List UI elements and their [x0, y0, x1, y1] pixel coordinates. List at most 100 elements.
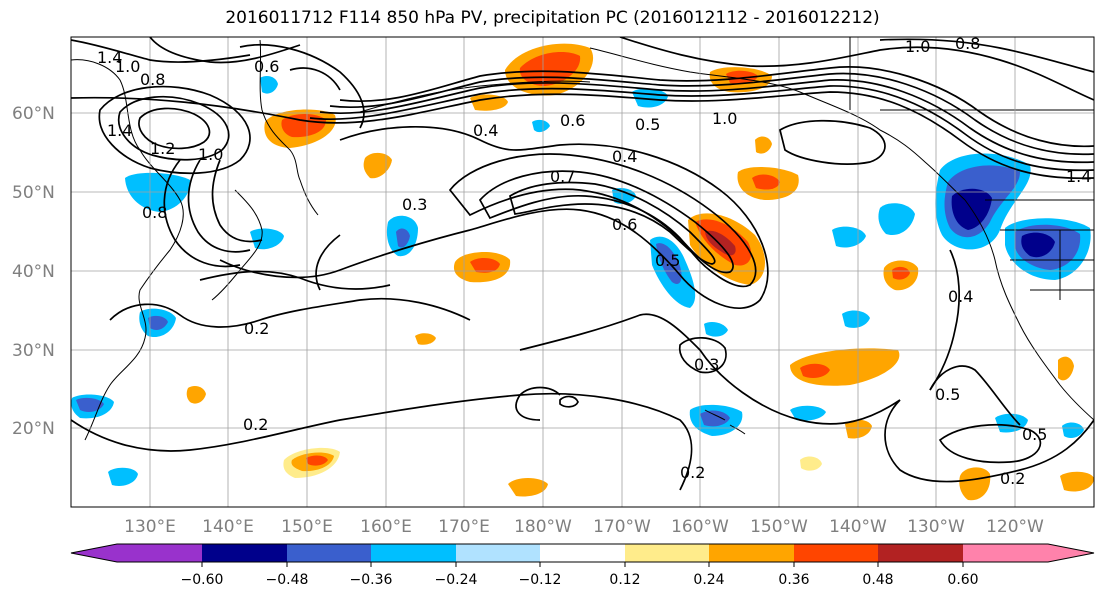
- contour-line: [239, 43, 365, 129]
- contour-label: 0.3: [402, 195, 427, 214]
- contour-label: 1.4: [107, 121, 132, 140]
- colorbar-tick-label: 0.36: [778, 572, 809, 588]
- precip-blob: [1058, 356, 1074, 381]
- map-frame: [70, 36, 1095, 508]
- kuril-islands: [299, 179, 319, 216]
- lon-label: 160°E: [360, 517, 412, 537]
- lat-label: 30°N: [12, 341, 55, 361]
- contour-line: [884, 399, 1094, 483]
- contour-line: [339, 125, 769, 309]
- colorbar: −0.60 −0.48 −0.36 −0.24 −0.12 0.12 0.24 …: [70, 543, 1095, 588]
- contour-label: 0.8: [955, 34, 980, 53]
- lon-label: 170°W: [593, 517, 651, 537]
- na-west-coast: [964, 199, 1094, 421]
- asia-coast: [71, 59, 184, 441]
- precip-blob: [363, 152, 392, 179]
- colorbar-seg-2: [287, 544, 371, 562]
- contour-label: 0.8: [142, 203, 167, 222]
- precip-blob: [508, 478, 548, 497]
- colorbar-tick-label: −0.12: [519, 572, 562, 588]
- contour-line: [315, 234, 341, 291]
- lon-label: 180°W: [514, 517, 572, 537]
- figure-title: 2016011712 F114 850 hPa PV, precipitatio…: [225, 8, 880, 28]
- coastlines: [71, 37, 1094, 441]
- lat-label: 60°N: [12, 104, 55, 124]
- precip-blob: [878, 203, 915, 236]
- contour-label: 1.0: [115, 57, 140, 76]
- contour-line: [448, 153, 757, 288]
- lat-label: 20°N: [12, 419, 55, 439]
- precip-blob: [892, 266, 910, 280]
- contour-line: [929, 365, 1021, 426]
- colorbar-seg-7: [709, 544, 794, 562]
- colorbar-tick-label: −0.60: [181, 572, 224, 588]
- colorbar-tick-label: 0.24: [693, 572, 724, 588]
- contour-label: 0.2: [244, 319, 269, 338]
- precip-blob: [959, 467, 991, 501]
- contour-label: 0.4: [948, 287, 973, 306]
- contour-label: 1.0: [712, 109, 737, 128]
- contour-label: 1.2: [150, 139, 175, 158]
- colorbar-tick-label: 0.60: [947, 572, 978, 588]
- colorbar-outline: [70, 543, 1095, 563]
- precip-blob: [470, 258, 500, 273]
- contour-label: 0.5: [1022, 425, 1047, 444]
- lon-label: 140°E: [202, 517, 254, 537]
- colorbar-tick-label: −0.36: [350, 572, 393, 588]
- precip-blob: [790, 405, 826, 421]
- contour-label: 0.5: [935, 385, 960, 404]
- alaska-coast: [589, 47, 966, 201]
- latitude-labels: 60°N 50°N 40°N 30°N 20°N: [12, 104, 55, 439]
- contour-line: [329, 72, 1094, 156]
- precip-blob: [700, 410, 730, 427]
- map-area: [71, 37, 1094, 507]
- contour-label: 0.8: [140, 70, 165, 89]
- lat-label: 50°N: [12, 183, 55, 203]
- contour-label: 0.3: [694, 355, 719, 374]
- contour-line: [117, 95, 230, 161]
- precip-blob: [1021, 232, 1055, 258]
- kamchatka-coast: [259, 39, 301, 181]
- contour-line: [559, 395, 579, 408]
- contour-line: [339, 66, 1094, 148]
- lon-label: 150°E: [281, 517, 333, 537]
- colorbar-seg-9: [878, 544, 963, 562]
- lat-label: 40°N: [12, 262, 55, 282]
- colorbar-seg-5: [540, 544, 625, 562]
- contour-line: [929, 249, 960, 391]
- contour-line: [879, 38, 1094, 73]
- contour-line: [309, 85, 1094, 172]
- contour-line: [211, 159, 263, 243]
- contour-label: 1.0: [905, 37, 930, 56]
- contour-line: [938, 424, 1042, 464]
- colorbar-tick-label: 0.48: [862, 572, 893, 588]
- contour-line: [779, 119, 886, 165]
- contour-line: [71, 91, 1094, 180]
- contour-label: 0.5: [655, 251, 680, 270]
- precip-blob: [532, 119, 550, 133]
- contour-label: 1.4: [97, 48, 122, 67]
- contour-line: [519, 313, 901, 425]
- precip-blob: [832, 226, 866, 248]
- contour-label: 0.5: [635, 115, 660, 134]
- contour-label: 0.6: [560, 111, 585, 130]
- hawaii: [704, 409, 746, 435]
- precip-blob: [306, 455, 328, 466]
- contour-line: [478, 170, 734, 274]
- colorbar-tick-label: −0.48: [266, 572, 309, 588]
- precip-blob: [415, 333, 436, 345]
- precip-blob: [76, 397, 104, 412]
- contour-line: [319, 79, 1094, 164]
- colorbar-tick-label: −0.24: [435, 572, 478, 588]
- longitude-labels: 130°E 140°E 150°E 160°E 170°E 180°W 170°…: [124, 517, 1044, 537]
- colorbar-ticks: [201, 562, 964, 567]
- precip-blob: [148, 315, 168, 330]
- lon-label: 160°W: [671, 517, 729, 537]
- colorbar-seg-10: [963, 544, 1094, 562]
- contour-label: 0.6: [612, 215, 637, 234]
- colorbar-seg-1: [202, 544, 287, 562]
- precip-blob: [125, 172, 191, 212]
- contour-label: 0.2: [680, 463, 705, 482]
- colorbar-seg-8: [794, 544, 878, 562]
